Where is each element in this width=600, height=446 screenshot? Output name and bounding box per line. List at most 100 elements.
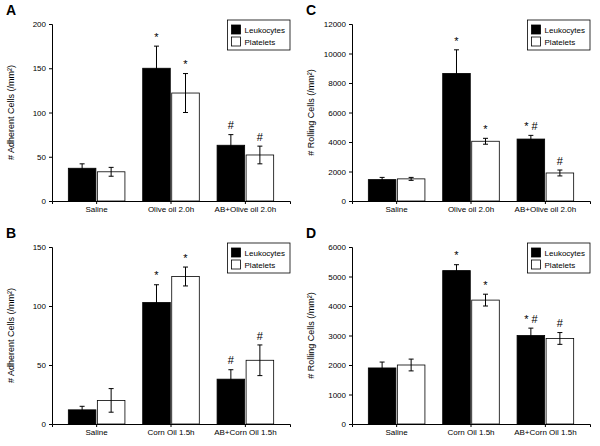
y-tick-label: 12000 (324, 20, 347, 29)
bar (368, 180, 396, 201)
significance-label: * (183, 58, 188, 70)
y-tick: 0 (42, 197, 52, 206)
y-tick-label: 5000 (328, 273, 346, 282)
y-tick-label: 150 (33, 64, 47, 73)
significance-label: # (557, 317, 564, 329)
plot: 0100020003000400050006000SalineCorn Oil … (306, 243, 591, 437)
significance-label: # (257, 330, 264, 342)
error-bar (80, 406, 85, 413)
panel: A050100150200SalineOlive oil 2.0hAB+Oliv… (6, 2, 291, 214)
y-tick-mark (349, 172, 352, 173)
y-tick-label: 6000 (328, 109, 346, 118)
x-tick: Saline (386, 424, 409, 437)
legend-frame (528, 20, 590, 50)
error-bar (557, 170, 562, 176)
y-tick-label: 4000 (328, 138, 346, 147)
y-tick-label: 100 (33, 109, 47, 118)
error-bar (228, 370, 233, 389)
y-tick-mark (349, 24, 352, 25)
y-axis: 0 50 100 150 200 (33, 20, 53, 206)
x-tick-label: Saline (86, 205, 109, 214)
legend-frame (228, 243, 290, 273)
y-tick: 150 (33, 64, 52, 73)
y-tick-mark (349, 395, 352, 396)
legend-swatch (532, 248, 541, 257)
legend-label: Leukocytes (545, 26, 585, 35)
error-bar (154, 285, 159, 320)
legend-frame (528, 243, 590, 273)
x-axis-line (353, 425, 591, 428)
error-bar (454, 50, 459, 97)
x-tick-mark (545, 201, 546, 204)
y-tick-label: 50 (37, 153, 46, 162)
y-tick-mark (349, 247, 352, 248)
y-tick-mark (49, 247, 52, 248)
y-tick-label: 6000 (328, 243, 346, 252)
x-tick-label: AB+Corn Oil 1.5h (214, 428, 276, 437)
x-axis-line (53, 425, 291, 428)
y-tick-label: 0 (342, 420, 347, 429)
legend-swatch (532, 37, 541, 46)
significance-label: # (557, 155, 564, 167)
y-tick: 4000 (328, 302, 352, 311)
x-tick-mark (96, 424, 97, 427)
y-tick: 100 (33, 109, 52, 118)
y-tick: 200 (33, 20, 52, 29)
plot: 020004000600080001000012000SalineOlive o… (306, 20, 591, 214)
bar (397, 179, 425, 201)
x-tick-label: Saline (86, 428, 109, 437)
error-bar (154, 46, 159, 90)
error-bar (228, 135, 233, 156)
y-tick: 0 (342, 420, 352, 429)
x-tick-label: AB+Corn Oil 1.5h (514, 428, 576, 437)
y-axis-title: # Adherent Cells (/mm²) (6, 288, 16, 383)
legend: Leukocytes Platelets (228, 243, 290, 273)
x-tick-mark (471, 201, 472, 204)
bars (68, 46, 273, 201)
panel: B050100150SalineCorn Oil 1.5hAB+Corn Oil… (6, 225, 291, 437)
error-bar (109, 167, 114, 176)
y-tick-label: 2000 (328, 168, 346, 177)
y-tick: 4000 (328, 138, 352, 147)
y-axis-title: # Rolling Cells (/mm²) (306, 69, 316, 156)
bar (546, 338, 574, 424)
legend-frame (228, 20, 290, 50)
y-tick-mark (349, 277, 352, 278)
y-tick: 6000 (328, 109, 352, 118)
error-bar (257, 146, 262, 164)
y-tick-mark (349, 54, 352, 55)
bars (68, 267, 273, 424)
y-tick-label: 0 (342, 197, 347, 206)
y-tick-mark (349, 201, 352, 202)
x-tick-mark (545, 424, 546, 427)
y-tick: 50 (37, 361, 52, 370)
y-tick-mark (49, 113, 52, 114)
x-axis-line (353, 202, 591, 205)
y-tick-label: 50 (37, 361, 46, 370)
y-axis-line (349, 248, 353, 425)
y-tick-mark (49, 424, 52, 425)
legend-label: Platelets (545, 38, 576, 47)
error-bar (80, 164, 85, 173)
y-tick-mark (49, 24, 52, 25)
significance-label: * # (524, 313, 538, 325)
plot: 050100150200SalineOlive oil 2.0hAB+Olive… (6, 20, 291, 214)
y-tick-mark (349, 424, 352, 425)
legend-label: Platelets (245, 261, 276, 270)
y-tick-label: 100 (33, 302, 47, 311)
y-tick-mark (49, 157, 52, 158)
y-axis-title: # Rolling Cells (/mm²) (306, 292, 316, 379)
y-tick-label: 1000 (328, 391, 346, 400)
y-tick-label: 150 (33, 243, 47, 252)
x-tick-mark (171, 424, 172, 427)
x-tick: Saline (386, 201, 409, 214)
y-tick: 0 (342, 197, 352, 206)
y-axis-line (49, 25, 53, 202)
y-axis: 050100150 (33, 243, 53, 429)
y-tick: 8000 (328, 79, 352, 88)
bar (472, 300, 500, 424)
error-bar (183, 74, 188, 113)
x-tick-mark (245, 201, 246, 204)
error-bar (380, 362, 385, 374)
legend-label: Leukocytes (245, 249, 285, 258)
